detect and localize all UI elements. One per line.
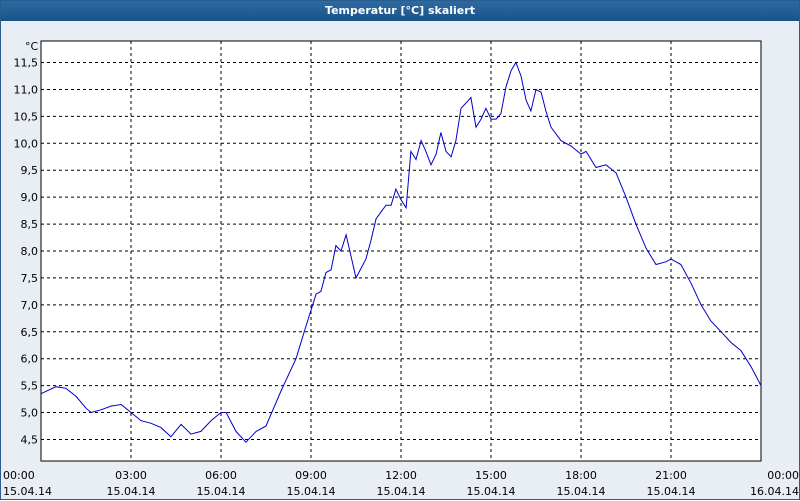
x-tick-time-label: 09:00 [295, 469, 327, 482]
x-axis-ticks: 00:00 15.04.14 03:00 15.04.14 06:00 15.04.14 0… [3, 469, 799, 498]
y-tick-label: 10,0 [14, 137, 39, 150]
x-tick-time-label: 00:00 [3, 469, 35, 482]
x-tick-date-label: 15.04.14 [557, 485, 606, 498]
x-tick-date-label: 15.04.14 [197, 485, 246, 498]
x-tick-date-label: 15.04.14 [467, 485, 516, 498]
x-tick-time-label: 06:00 [205, 469, 237, 482]
y-tick-label: 9,5 [21, 164, 39, 177]
x-tick-time-label: 15:00 [475, 469, 507, 482]
x-tick-time-label: 21:00 [655, 469, 687, 482]
y-tick-label: 4,5 [21, 433, 39, 446]
x-tick-date-label: 15.04.14 [287, 485, 336, 498]
temperature-series-line [40, 61, 762, 443]
x-tick-time-label: 03:00 [115, 469, 147, 482]
y-tick-label: 8,0 [21, 245, 39, 258]
y-tick-label: 5,0 [21, 407, 39, 420]
y-tick-label: 11,5 [14, 57, 39, 70]
x-tick-date-label: 16.04.14 [750, 485, 799, 498]
y-tick-label: 9,0 [21, 191, 39, 204]
y-tick-label: 5,5 [21, 380, 39, 393]
y-tick-label: 6,0 [21, 353, 39, 366]
x-tick-time-label: 12:00 [385, 469, 417, 482]
x-tick-date-label: 15.04.14 [377, 485, 426, 498]
y-tick-label: 7,5 [21, 272, 39, 285]
grid-lines [41, 41, 761, 461]
x-tick-date-label: 15.04.14 [107, 485, 156, 498]
y-tick-label: 8,5 [21, 218, 39, 231]
y-tick-label: 11,0 [14, 83, 39, 96]
y-tick-label: 7,0 [21, 299, 39, 312]
x-tick-time-label: 00:00 [767, 469, 799, 482]
chart-title: Temperatur [°C] skaliert [1, 1, 799, 21]
y-axis-unit-label: °C [25, 40, 39, 53]
x-tick-date-label: 15.04.14 [3, 485, 52, 498]
y-tick-label: 6,5 [21, 326, 39, 339]
y-tick-label: 10,5 [14, 110, 39, 123]
y-axis-ticks: 11,5 11,0 10,5 10,0 9,5 9,0 8,5 8,0 7,5 7,0 6,5 6,0… [14, 57, 39, 447]
x-tick-time-label: 18:00 [565, 469, 597, 482]
x-tick-date-label: 15.04.14 [647, 485, 696, 498]
